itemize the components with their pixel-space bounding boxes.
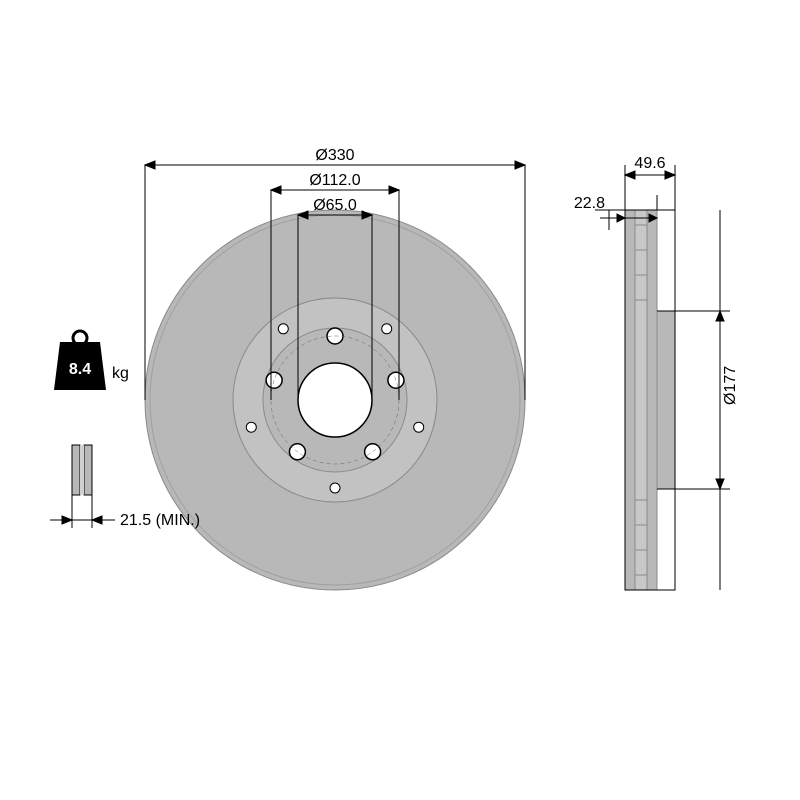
dim-disc-thickness: 22.8	[574, 195, 605, 212]
dim-outer-diameter: Ø330	[315, 147, 354, 164]
dim-hat-diameter: Ø177	[722, 366, 739, 405]
dim-hat-height: 49.6	[634, 155, 665, 172]
dim-center-bore: Ø65.0	[313, 197, 357, 214]
side-view: 49.6 22.8 Ø177	[574, 155, 739, 590]
technical-drawing: TEXTAR	[0, 0, 800, 800]
weight-value: 8.4	[69, 361, 91, 378]
front-view: Ø330 Ø112.0 Ø65.0	[145, 147, 525, 590]
dim-min-thickness: 21.5 (MIN.)	[120, 512, 200, 529]
weight-unit: kg	[112, 365, 129, 382]
weight-indicator: 8.4 kg	[54, 331, 129, 390]
dim-bolt-circle: Ø112.0	[309, 172, 360, 189]
